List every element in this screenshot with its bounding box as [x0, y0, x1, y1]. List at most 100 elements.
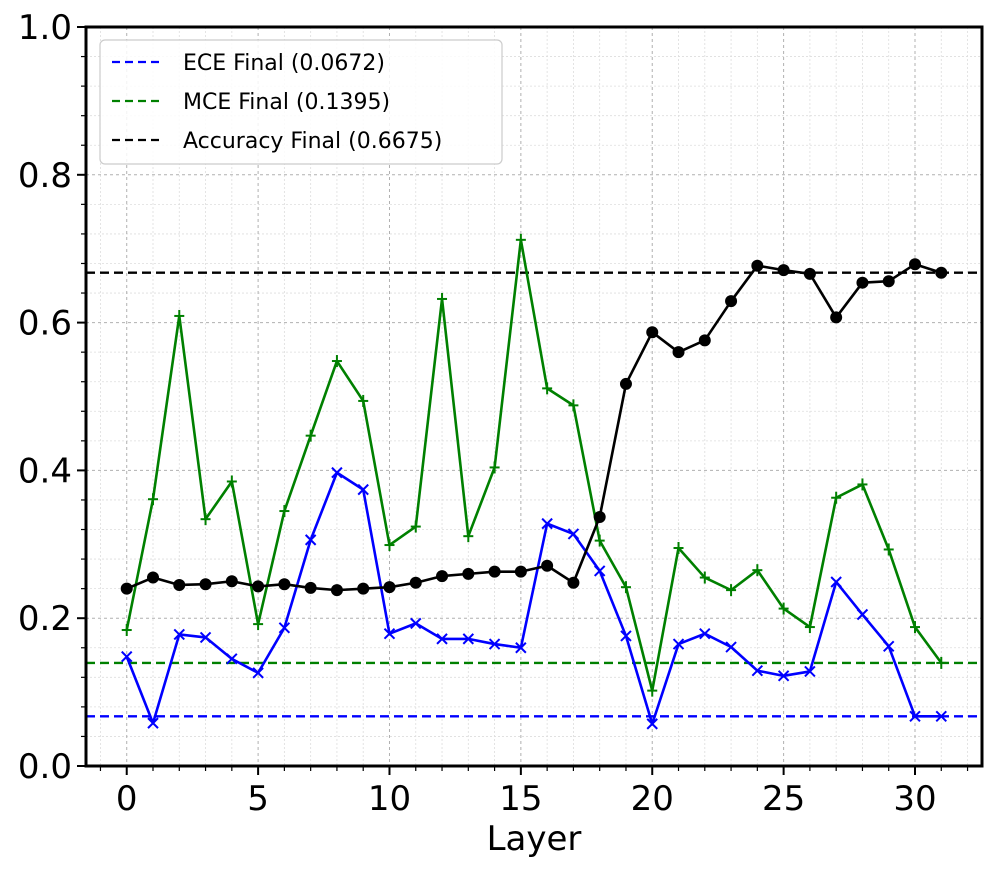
point-mce: [542, 382, 553, 395]
point-mce: [778, 602, 789, 615]
point-mce: [568, 399, 579, 412]
point-accuracy: [488, 565, 501, 578]
point-mce: [384, 539, 395, 552]
x-tick-label: 10: [368, 779, 411, 819]
series-layer: [120, 233, 948, 730]
series-line-ece: [125, 471, 942, 726]
point-accuracy: [147, 571, 160, 584]
point-accuracy: [567, 576, 580, 589]
point-mce: [489, 461, 500, 474]
point-accuracy: [173, 578, 186, 591]
point-ece: [199, 631, 212, 644]
point-mce: [909, 621, 920, 634]
point-accuracy: [698, 334, 711, 347]
point-mce: [121, 624, 132, 637]
point-ece: [462, 633, 475, 645]
legend-label-ece: ECE Final (0.0672): [183, 51, 385, 76]
point-mce: [253, 618, 264, 631]
point-mce: [515, 233, 526, 246]
x-tick-label: 20: [631, 779, 674, 819]
point-ece: [751, 664, 764, 677]
point-accuracy: [252, 580, 265, 593]
point-ece: [304, 534, 317, 546]
point-mce: [857, 478, 868, 491]
point-accuracy: [225, 575, 238, 588]
point-ece: [699, 628, 711, 640]
x-tick-label: 15: [499, 779, 542, 819]
point-ece: [357, 483, 369, 496]
point-mce: [883, 543, 894, 556]
point-ece: [935, 710, 947, 723]
point-mce: [673, 541, 684, 554]
point-ece: [515, 642, 527, 654]
point-mce: [699, 571, 710, 584]
point-accuracy: [856, 276, 869, 289]
point-accuracy: [436, 570, 449, 583]
point-accuracy: [672, 346, 685, 359]
point-ece: [856, 608, 869, 621]
point-accuracy: [383, 581, 396, 594]
point-accuracy: [830, 311, 843, 324]
point-accuracy: [199, 578, 212, 591]
point-mce: [200, 513, 211, 526]
point-ece: [804, 665, 816, 678]
legend-box: [99, 39, 503, 165]
point-ece: [777, 670, 790, 682]
point-ece: [252, 667, 264, 679]
point-ece: [147, 717, 159, 729]
point-ece: [488, 638, 501, 650]
point-accuracy: [409, 576, 422, 589]
y-tick-label: 0.0: [18, 747, 72, 787]
x-tick-label: 30: [893, 779, 936, 819]
y-tick-label: 0.6: [18, 304, 72, 344]
point-mce: [410, 520, 421, 533]
point-accuracy: [514, 565, 527, 578]
point-accuracy: [462, 567, 475, 580]
point-mce: [804, 621, 815, 634]
x-tick-label: 5: [247, 779, 269, 819]
point-ece: [121, 650, 133, 663]
point-accuracy: [935, 266, 948, 279]
point-mce: [831, 491, 842, 504]
point-accuracy: [725, 295, 738, 308]
point-mce: [305, 429, 316, 442]
point-mce: [331, 355, 342, 368]
x-tick-label: 25: [762, 779, 805, 819]
point-mce: [726, 584, 737, 597]
point-mce: [594, 534, 605, 547]
axis-ticks: 0 5 10 15 20 25 30 0.0 0.2 0.4 0.6 0.8 1.0: [18, 8, 969, 819]
point-accuracy: [646, 326, 659, 339]
point-accuracy: [357, 582, 370, 595]
legend-label-accuracy: Accuracy Final (0.6675): [183, 129, 442, 154]
point-mce: [463, 530, 474, 543]
point-accuracy: [278, 578, 291, 591]
point-accuracy: [619, 377, 632, 390]
x-axis-label: Layer: [487, 819, 582, 859]
plot-frame: [84, 25, 984, 768]
point-mce: [620, 581, 631, 594]
point-accuracy: [541, 559, 554, 572]
point-mce: [358, 394, 369, 407]
point-accuracy: [777, 264, 790, 277]
point-mce: [936, 656, 947, 669]
point-ece: [331, 466, 343, 479]
point-ece: [436, 633, 448, 645]
point-ece: [883, 640, 895, 652]
legend-label-mce: MCE Final (0.1395): [183, 90, 390, 115]
point-ece: [410, 617, 422, 630]
point-ece: [725, 641, 737, 653]
y-tick-label: 0.2: [18, 599, 72, 639]
point-ece: [278, 622, 291, 634]
point-ece: [620, 630, 632, 642]
point-accuracy: [882, 275, 895, 288]
point-ece: [173, 628, 185, 641]
point-mce: [148, 493, 159, 506]
point-accuracy: [120, 582, 133, 595]
point-accuracy: [908, 258, 921, 271]
point-mce: [279, 505, 290, 518]
legend: ECE Final (0.0672) MCE Final (0.1395) Ac…: [99, 39, 503, 165]
point-ece: [226, 653, 238, 665]
point-mce: [174, 309, 185, 322]
point-ece: [646, 718, 658, 730]
